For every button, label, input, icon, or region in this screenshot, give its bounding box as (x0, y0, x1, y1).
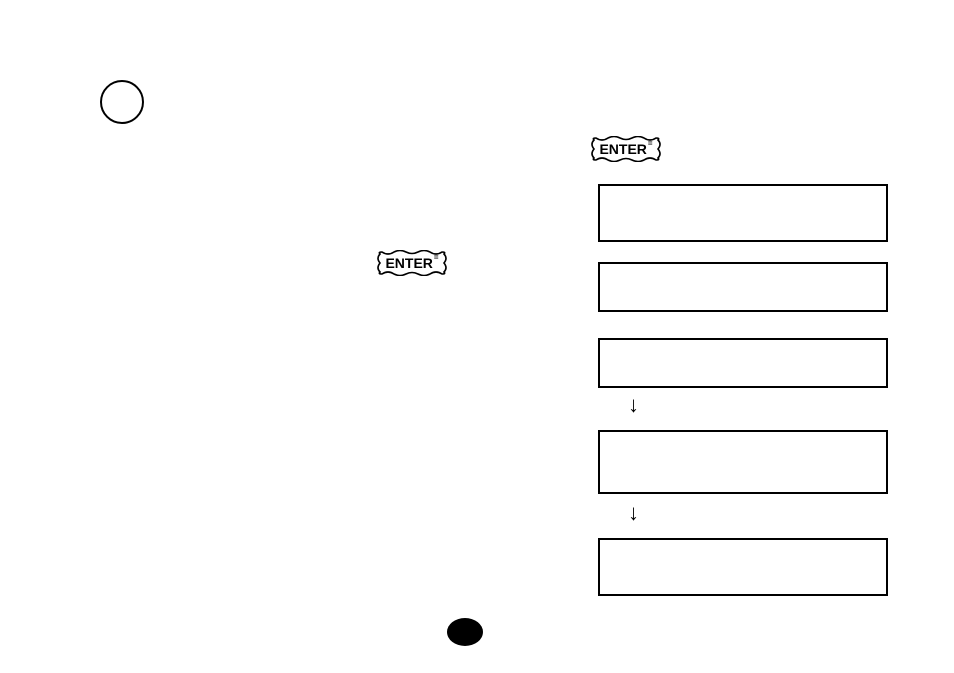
page-marker (447, 618, 483, 646)
arrow-down-icon: ↓ (628, 394, 639, 416)
display-box (598, 538, 888, 596)
enter-sup: = (434, 253, 439, 262)
display-box (598, 430, 888, 494)
enter-label: ENTER (385, 255, 432, 271)
display-box (598, 184, 888, 242)
arrow-down-icon: ↓ (628, 502, 639, 524)
display-box (598, 338, 888, 388)
enter-key-icon: ENTER = (590, 136, 662, 162)
display-box (598, 262, 888, 312)
enter-sup: = (648, 139, 653, 148)
enter-key-icon: ENTER = (376, 250, 448, 276)
enter-label: ENTER (599, 141, 646, 157)
circle-outline (100, 80, 144, 124)
